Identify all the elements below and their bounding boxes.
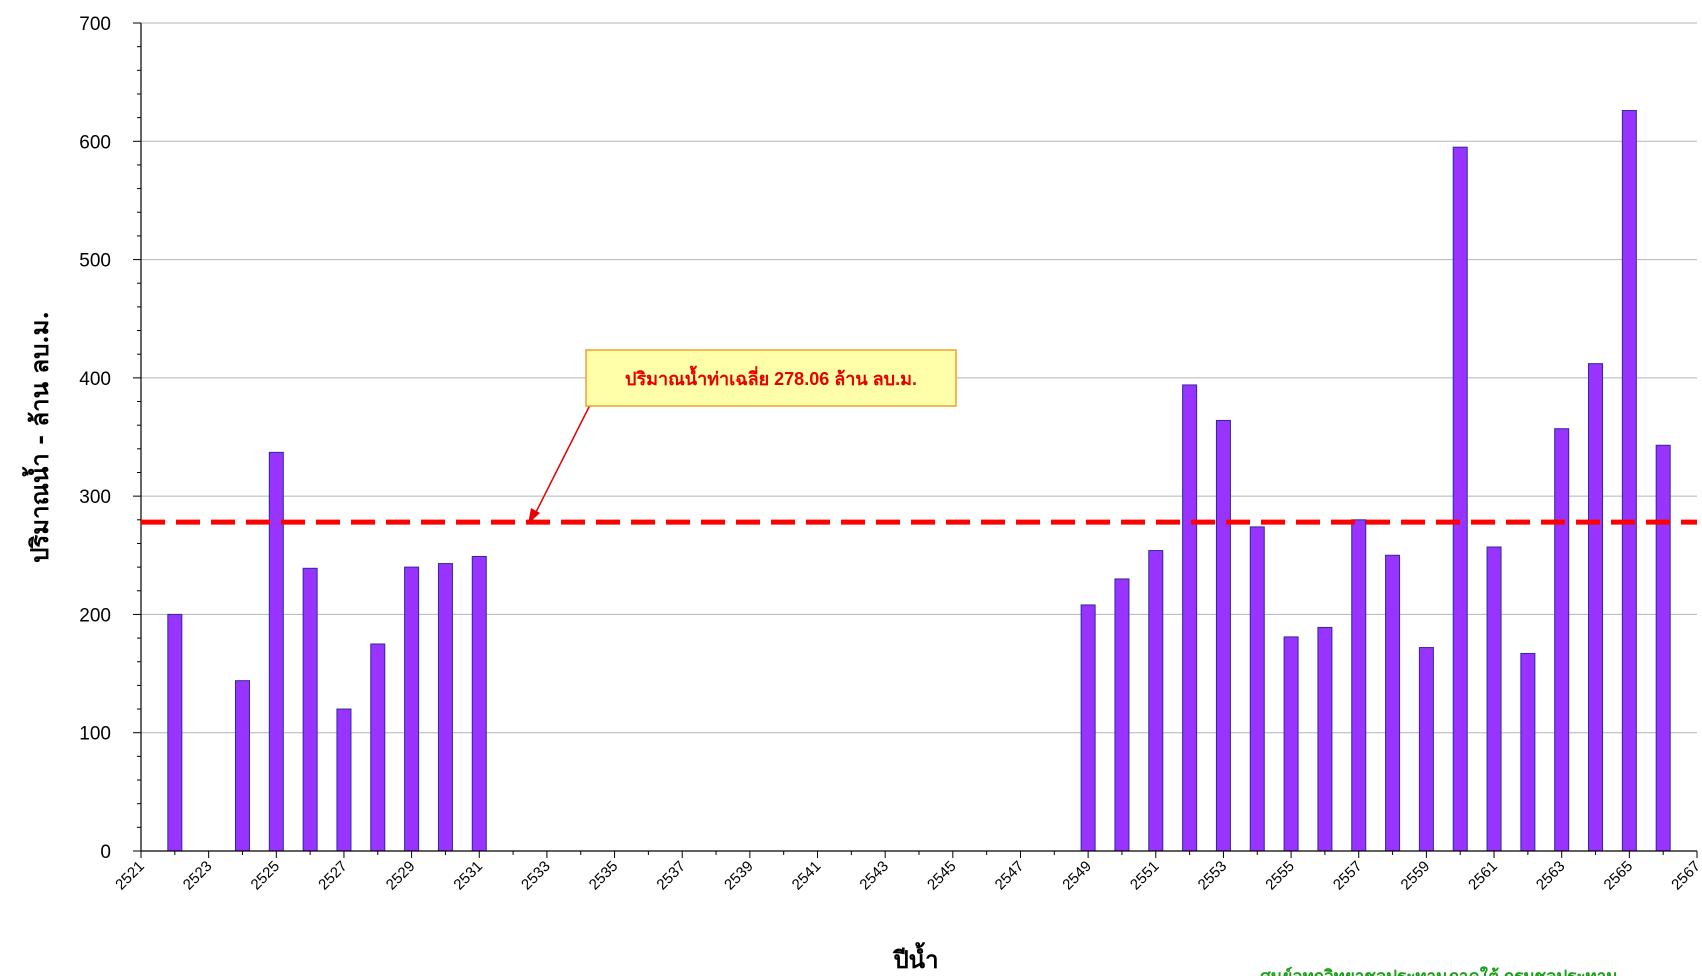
- bar-2525: [268, 451, 284, 852]
- bar-2556: [1317, 626, 1333, 852]
- x-tick-label: 2563: [1533, 858, 1569, 894]
- y-minor-ticks: [137, 46, 141, 828]
- bar-2559: [1418, 647, 1434, 852]
- y-tick-label: 600: [79, 132, 111, 153]
- bar-2562: [1520, 652, 1536, 852]
- bar-2524: [234, 680, 250, 852]
- bar-2522: [167, 613, 183, 852]
- x-tick-label: 2539: [721, 858, 757, 894]
- x-tick-label: 2557: [1330, 858, 1366, 894]
- bar-2564: [1588, 363, 1604, 852]
- bar-2560: [1452, 146, 1468, 852]
- x-tick-label: 2555: [1262, 858, 1298, 894]
- x-tick-label: 2565: [1601, 858, 1637, 894]
- bar-2558: [1385, 554, 1401, 852]
- x-tick-label: 2549: [1059, 858, 1095, 894]
- bar-2527: [336, 708, 352, 852]
- x-tick-label: 2531: [450, 858, 486, 894]
- x-tick-label: 2551: [1127, 858, 1163, 894]
- bar-2555: [1283, 636, 1299, 852]
- bar-2549: [1080, 604, 1096, 852]
- x-tick-label: 2529: [383, 858, 419, 894]
- bar-2531: [471, 555, 487, 852]
- bar-2563: [1554, 428, 1570, 852]
- bar-2526: [302, 567, 318, 852]
- bar-2553: [1215, 419, 1231, 852]
- x-tick-label: 2541: [789, 858, 825, 894]
- credit-label: ศูนย์อุทกวิทยาชลประทานภาคใต้ กรมชลประทาน: [1260, 966, 1618, 976]
- y-tick-label: 700: [79, 14, 111, 35]
- annotation-callout: ปริมาณน้ำท่าเฉลี่ย 278.06 ล้าน ลบ.ม.: [528, 349, 957, 524]
- x-tick-label: 2533: [518, 858, 554, 894]
- x-tick-label: 2525: [248, 858, 284, 894]
- x-tick-label: 2561: [1465, 858, 1501, 894]
- y-tick-label: 500: [79, 251, 111, 272]
- x-tick-label: 2547: [992, 858, 1028, 894]
- bar-2552: [1182, 384, 1198, 852]
- x-tick-label: 2535: [586, 858, 622, 894]
- bar-2561: [1486, 546, 1502, 852]
- bar-2529: [404, 566, 420, 852]
- y-tick-label: 300: [79, 487, 111, 508]
- bar-2550: [1114, 578, 1130, 852]
- x-tick-label: 2523: [180, 858, 216, 894]
- bar-2554: [1249, 526, 1265, 852]
- callout-arrow-head: [528, 508, 540, 524]
- x-tick-label: 2527: [315, 858, 351, 894]
- bar-2565: [1621, 110, 1637, 852]
- y-tick-label: 200: [79, 605, 111, 626]
- x-axis-title: ปีน้ำ: [892, 941, 938, 974]
- callout-label: ปริมาณน้ำท่าเฉลี่ย 278.06 ล้าน ลบ.ม.: [625, 365, 917, 389]
- x-tick-label: 2567: [1668, 858, 1702, 894]
- y-tick-label: 0: [100, 842, 111, 863]
- callout-arrow-line: [531, 404, 591, 521]
- y-tick-label: 400: [79, 369, 111, 390]
- bar-2566: [1655, 444, 1671, 852]
- x-tick-label: 2537: [653, 858, 689, 894]
- gridlines: [141, 22, 1697, 734]
- x-tick-label: 2543: [856, 858, 892, 894]
- x-tick-label: 2521: [112, 858, 148, 894]
- callout-box: [585, 349, 957, 407]
- x-ticks: 2521 2523 2525 2527 2529 2531 2533 2535 2537 2539…: [112, 851, 1702, 893]
- x-tick-label: 2559: [1398, 858, 1434, 894]
- bar-2551: [1148, 550, 1164, 852]
- y-ticks: 0 100 200 300 400 500 600 700: [79, 14, 141, 863]
- x-tick-label: 2553: [1195, 858, 1231, 894]
- bars: [167, 110, 1671, 852]
- bar-2528: [370, 643, 386, 852]
- y-axis-title: ปริมาณน้ำ - ล้าน ลบ.ม.: [21, 311, 54, 563]
- x-tick-label: 2545: [924, 858, 960, 894]
- bar-2557: [1351, 519, 1367, 852]
- y-tick-label: 100: [79, 724, 111, 745]
- bar-2530: [437, 563, 453, 852]
